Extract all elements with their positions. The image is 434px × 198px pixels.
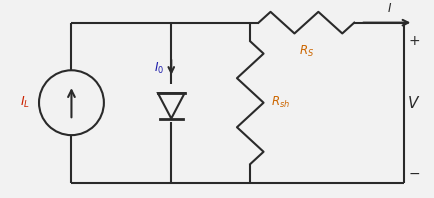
Text: $I$: $I$ [388, 2, 393, 15]
Text: $R_{sh}$: $R_{sh}$ [271, 95, 290, 110]
Text: $-$: $-$ [408, 165, 421, 179]
Text: $+$: $+$ [408, 34, 421, 48]
Text: $I_0$: $I_0$ [154, 61, 164, 76]
Text: $V$: $V$ [407, 95, 420, 111]
Text: $R_S$: $R_S$ [299, 44, 314, 59]
Text: $I_L$: $I_L$ [20, 95, 30, 110]
